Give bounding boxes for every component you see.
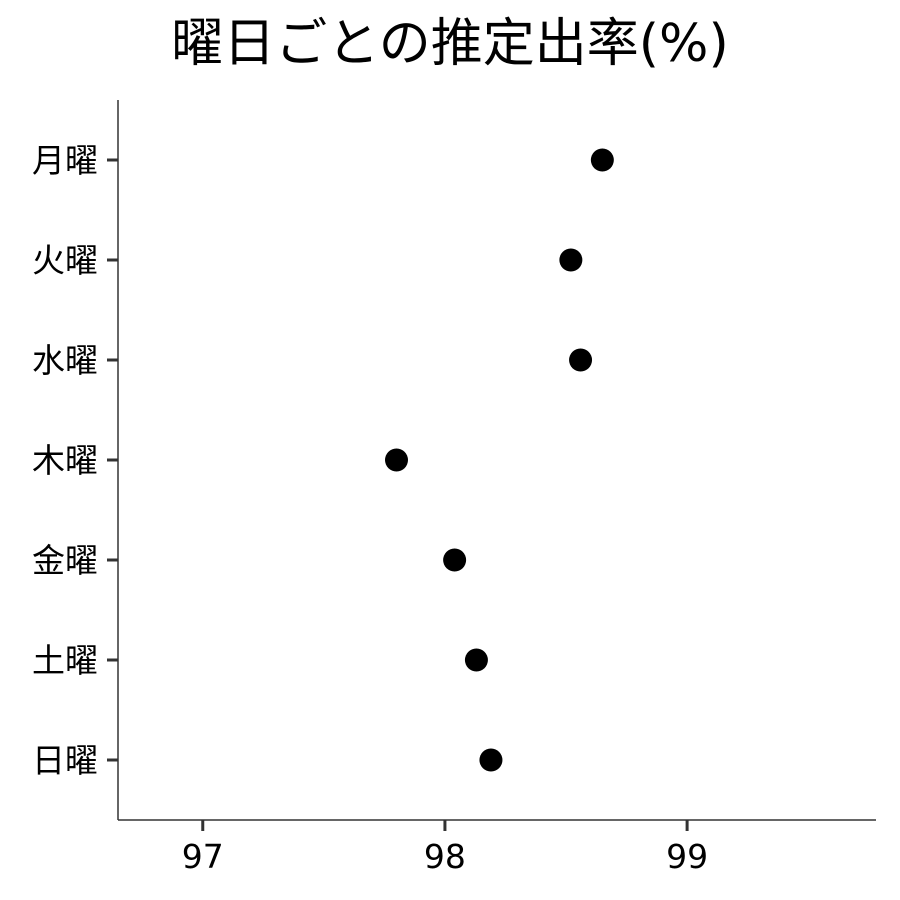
data-point-6: [464, 648, 488, 672]
data-point-5: [443, 548, 467, 572]
y-tick-label: 水曜: [32, 341, 98, 380]
y-tick-label: 木曜: [32, 441, 98, 480]
data-point-7: [479, 748, 503, 772]
y-tick-label: 土曜: [32, 641, 98, 680]
data-point-2: [559, 248, 583, 272]
x-tick-label: 99: [666, 837, 708, 876]
x-ticks: 97 98 99: [182, 820, 708, 876]
y-tick-label: 日曜: [32, 741, 98, 780]
y-tick-label: 火曜: [32, 241, 98, 280]
y-tick-label: 金曜: [32, 541, 98, 580]
data-point-3: [569, 348, 593, 372]
chart-title: 曜日ごとの推定出率(%): [171, 14, 729, 74]
y-tick-label: 月曜: [32, 141, 98, 180]
data-point-1: [590, 148, 614, 172]
data-points: [384, 148, 614, 772]
x-tick-label: 98: [424, 837, 466, 876]
data-point-4: [384, 448, 408, 472]
x-tick-label: 97: [182, 837, 224, 876]
axes: [117, 100, 876, 821]
